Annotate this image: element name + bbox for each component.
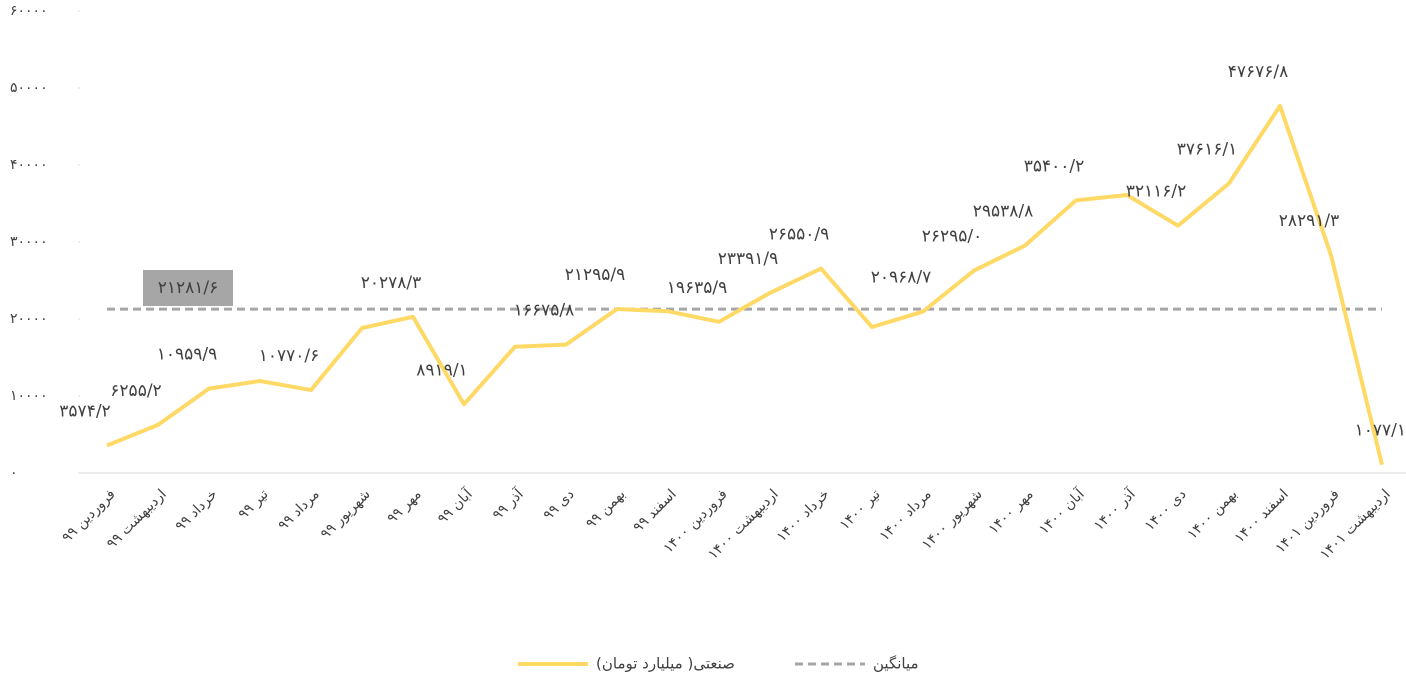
x-tick-label: مرداد ۹۹ bbox=[275, 486, 322, 533]
y-tick-label: ۴۰۰۰۰ bbox=[10, 157, 48, 173]
x-tick-label: بهمن ۹۹ bbox=[583, 486, 629, 532]
average-label-box bbox=[143, 270, 233, 306]
value-label: ۸۹۱۹/۱ bbox=[416, 360, 467, 380]
x-tick-label: آذر ۱۴۰۰ bbox=[1090, 485, 1139, 534]
value-label: ۳۷۶۱۶/۱ bbox=[1177, 139, 1238, 159]
x-tick-label: دی ۱۴۰۰ bbox=[1142, 486, 1190, 534]
value-label: ۲۹۵۳۸/۸ bbox=[973, 202, 1034, 222]
value-label: ۱۰۷۷۰/۶ bbox=[259, 346, 320, 366]
x-tick-label: تیر ۱۴۰۰ bbox=[837, 486, 884, 533]
value-label: ۲۰۲۷۸/۳ bbox=[361, 273, 422, 293]
value-label: ۲۶۵۵۰/۹ bbox=[769, 225, 830, 245]
value-label: ۲۰۹۶۸/۷ bbox=[871, 268, 932, 288]
average-label: ۲۱۲۸۱/۶ bbox=[158, 278, 219, 298]
x-tick-label: خرداد ۱۴۰۰ bbox=[774, 486, 833, 545]
y-tick-label: ۱۰۰۰۰ bbox=[10, 388, 48, 404]
y-tick-label: ۰ bbox=[10, 465, 18, 481]
value-label: ۱۰۹۵۹/۹ bbox=[157, 345, 218, 365]
x-tick-label: اسفند ۹۹ bbox=[630, 486, 679, 535]
legend-label: میانگین bbox=[873, 655, 919, 673]
x-tick-label: خرداد ۹۹ bbox=[172, 486, 220, 534]
x-tick-label: تیر ۹۹ bbox=[235, 486, 271, 522]
value-label: ۳۵۴۰۰/۲ bbox=[1024, 156, 1085, 176]
value-label: ۲۱۲۹۵/۹ bbox=[565, 265, 626, 285]
value-label: ۳۵۷۴/۲ bbox=[59, 401, 110, 421]
x-tick-label: مهر ۱۴۰۰ bbox=[986, 486, 1037, 537]
y-tick-label: ۶۰۰۰۰ bbox=[10, 3, 48, 19]
value-label: ۲۳۳۹۱/۹ bbox=[718, 249, 779, 269]
value-label: ۳۲۱۱۶/۲ bbox=[1126, 182, 1187, 202]
value-label: ۶۲۵۵/۲ bbox=[110, 381, 161, 401]
value-label: ۲۸۲۹۱/۳ bbox=[1279, 211, 1340, 231]
y-tick-label: ۵۰۰۰۰ bbox=[10, 80, 48, 96]
value-label: ۴۷۶۷۶/۸ bbox=[1228, 62, 1289, 82]
y-tick-label: ۲۰۰۰۰ bbox=[10, 311, 48, 327]
x-tick-label: دی ۹۹ bbox=[540, 486, 577, 523]
x-tick-label: مهر ۹۹ bbox=[384, 486, 424, 526]
x-tick-label: آبان ۹۹ bbox=[434, 485, 476, 527]
x-tick-label: شهریور ۹۹ bbox=[318, 486, 374, 542]
x-tick-label: آذر ۹۹ bbox=[489, 485, 528, 524]
value-label: ۱۹۶۳۵/۹ bbox=[667, 278, 728, 298]
series-line bbox=[106, 103, 1384, 466]
x-tick-label: آبان ۱۴۰۰ bbox=[1035, 485, 1088, 538]
legend-label: صنعتی( میلیارد تومان) bbox=[596, 655, 735, 673]
value-label: ۱۶۶۷۵/۸ bbox=[514, 301, 575, 321]
y-tick-label: ۳۰۰۰۰ bbox=[10, 234, 48, 250]
value-label: ۱۰۷۷/۱ bbox=[1355, 421, 1406, 441]
value-label: ۲۶۲۹۵/۰ bbox=[922, 227, 983, 247]
